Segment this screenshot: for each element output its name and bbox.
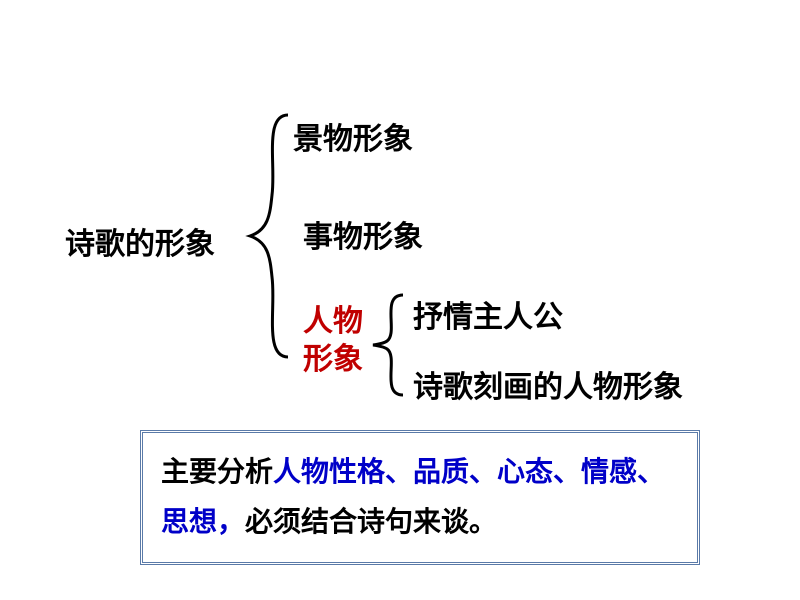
level1-scenery: 景物形象 bbox=[293, 120, 413, 159]
summary-part3: 必须结合诗句来谈。 bbox=[245, 506, 497, 537]
root-label: 诗歌的形象 bbox=[65, 225, 215, 264]
level2-lyric-subject: 抒情主人公 bbox=[413, 298, 563, 337]
level1-person-line1: 人物 bbox=[303, 302, 363, 341]
level1-person-line2: 形象 bbox=[303, 340, 363, 379]
summary-part1: 主要分析 bbox=[161, 456, 273, 487]
summary-box: 主要分析人物性格、品质、心态、情感、思想，必须结合诗句来谈。 bbox=[140, 430, 700, 565]
level1-object: 事物形象 bbox=[303, 218, 423, 257]
brace-main bbox=[250, 115, 288, 357]
level2-depicted-figure: 诗歌刻画的人物形象 bbox=[413, 368, 683, 407]
brace-sub bbox=[373, 295, 403, 395]
